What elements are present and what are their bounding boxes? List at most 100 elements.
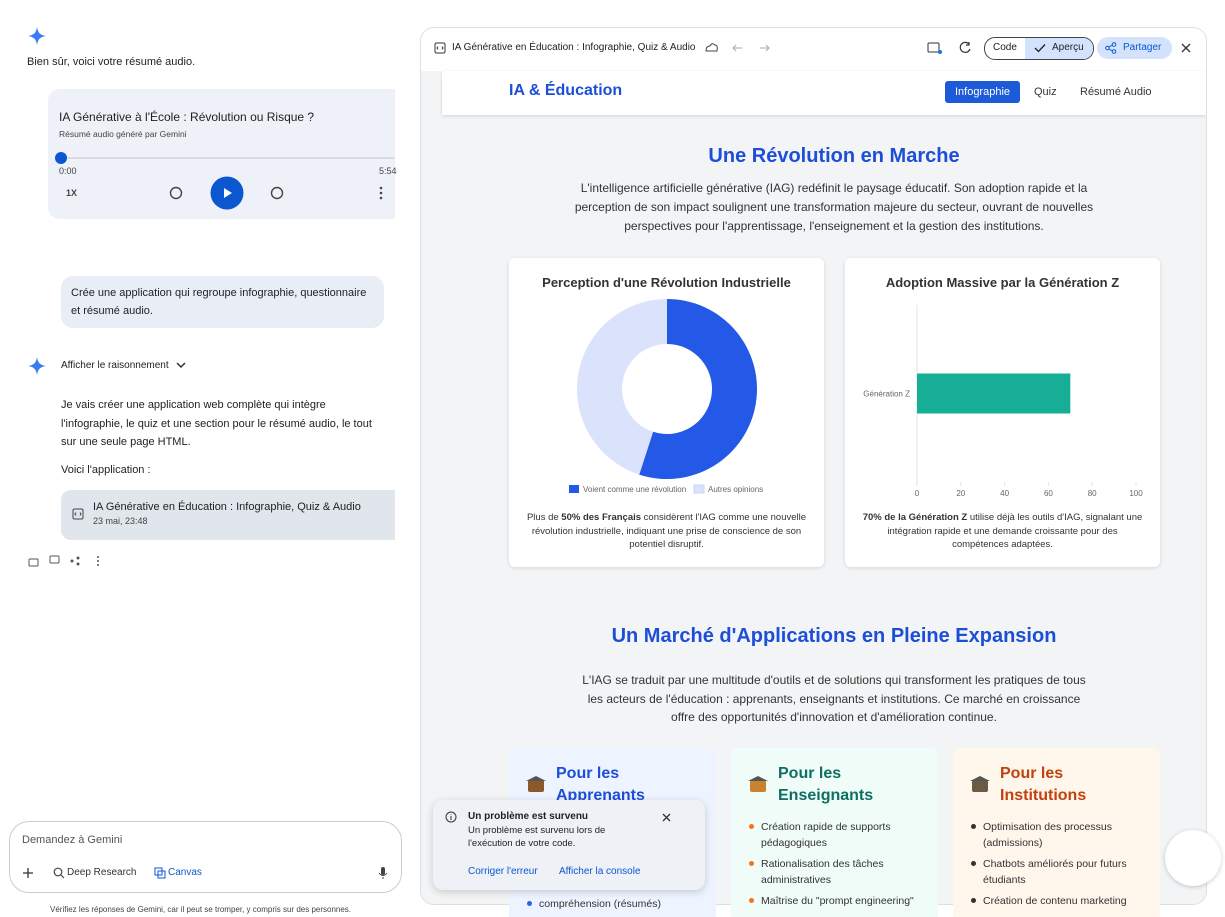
share-button[interactable] [1097,37,1172,59]
x-tick-label: 20 [956,489,965,498]
section-paragraph: L'IAG se traduit par une multitude d'out… [582,673,1086,724]
x-tick-label: 60 [1044,489,1053,498]
bullet [749,824,754,829]
audio-title: IA Générative à l'École : Révolution ou … [59,110,315,124]
code-icon [72,508,84,520]
legend-label: Autres opinions [708,485,763,494]
caption-text: Plus de [526,512,562,523]
bullet [971,824,976,829]
response-intro: Voici l'application : [61,464,151,476]
toast-close[interactable] [662,813,671,822]
legend-swatch [693,484,705,494]
share-icon [1105,42,1117,54]
response-paragraph: Je vais créer une application web complè… [61,399,372,448]
progress-bar[interactable] [55,157,395,159]
caption-bold: 70% de la Génération Z [862,512,968,523]
donut-slice [639,299,757,479]
y-tick-label: Génération Z [863,390,910,399]
section-title: Un Marché d'Applications en Pleine Expan… [611,625,1057,647]
floating-button[interactable] [1165,830,1221,886]
card-item: Chatbots améliorés pour futurs étudiants [983,858,1127,886]
mic-button[interactable] [378,866,388,880]
close-button[interactable] [1181,43,1191,53]
preview-button[interactable]: Aperçu [1052,42,1084,53]
card-title: Pour les Apprenants [556,765,645,804]
nav-tab[interactable]: Résumé Audio [1080,86,1152,98]
audio-controls[interactable] [168,185,288,203]
app-header [442,71,1206,115]
card-item: compréhension (résumés) [539,898,661,910]
time-end: 5:54 [379,166,397,176]
code-icon [434,42,446,54]
info-icon [445,811,457,823]
toast-action[interactable]: Corriger l'erreur [468,866,538,877]
toast-message: Un problème est survenu lors de l'exécut… [468,825,606,849]
x-tick-label: 100 [1129,489,1143,498]
section-paragraph: L'intelligence artificielle générative (… [574,181,1094,233]
card-title: Pour les Enseignants [778,765,874,804]
nav-tab[interactable]: Infographie [945,81,1020,103]
feedback-actions[interactable] [28,555,104,567]
card-icon [970,776,990,792]
caption-text: considèrent l'IAG comme une nouvelle rév… [531,512,807,550]
bullet [749,861,754,866]
add-button[interactable] [22,867,34,879]
icon-shape [970,776,990,781]
progress-handle[interactable] [55,152,67,164]
gemini-logo [28,357,46,375]
chart-title: Perception d'une Révolution Industrielle [542,275,791,290]
user-message: Crée une application qui regroupe infogr… [61,276,384,328]
bar-chart: 0 20 40 60 80 100 Génération Z [863,305,1143,498]
toast-action[interactable]: Afficher la console [559,866,641,877]
input-box[interactable] [9,821,402,893]
chart-caption: 70% de la Génération Z utilise déjà les … [860,511,1145,552]
view-toggle[interactable] [984,37,1094,60]
nav-tab[interactable]: Quiz [1034,86,1057,98]
caption-text: utilise déjà les outils d'IAG, signalant… [887,512,1143,550]
chart-caption: Plus de 50% des Français considèrent l'I… [524,511,809,552]
more-button[interactable] [378,186,384,200]
section-title: Une Révolution en Marche [708,145,960,167]
icon-shape [526,776,546,781]
canvas-icon [154,867,166,879]
bar [917,373,1071,414]
icon-shape [748,776,768,781]
caption-bold: 50% des Français [561,512,642,523]
code-button[interactable]: Code [993,42,1017,53]
app-card-title: IA Générative en Éducation : Infographie… [93,501,361,513]
share-label: Partager [1123,42,1162,53]
market-card [953,748,1160,917]
header-icons[interactable] [927,41,975,55]
tool-button[interactable]: Canvas [168,867,202,878]
chevron[interactable] [176,361,186,369]
bullet [527,901,532,906]
play-button[interactable] [210,176,244,210]
legend-swatch [569,485,579,493]
x-tick-label: 0 [915,489,920,498]
canvas-title: IA Générative en Éducation : Infographie… [452,42,696,53]
disclaimer: Vérifiez les réponses de Gemini, car il … [50,905,352,914]
header-icons[interactable] [704,41,770,55]
research-icon [53,867,65,879]
check-icon [1034,44,1046,53]
icon-shape [972,780,988,792]
legend-label: Voient comme une révolution [583,485,686,494]
card-icon [748,776,768,792]
gemini-logo [28,27,46,45]
toast-title: Un problème est survenu [468,811,589,822]
time-start: 0:00 [59,166,77,176]
card-item: Création rapide de supports pédagogiques [761,821,891,849]
card-item: Optimisation des processus (admissions) [983,821,1112,849]
market-card [731,748,938,917]
x-tick-label: 80 [1088,489,1097,498]
app-card[interactable] [61,490,395,540]
bullet [971,898,976,903]
tool-button[interactable]: Deep Research [67,867,137,878]
x-tick-label: 40 [1000,489,1009,498]
speed-button[interactable]: 1X [66,188,78,198]
card-icon [526,776,546,792]
reasoning-toggle[interactable]: Afficher le raisonnement [61,360,169,371]
card-item: Maîtrise du "prompt engineering" [761,895,914,907]
intro-text: Bien sûr, voici votre résumé audio. [27,56,196,68]
